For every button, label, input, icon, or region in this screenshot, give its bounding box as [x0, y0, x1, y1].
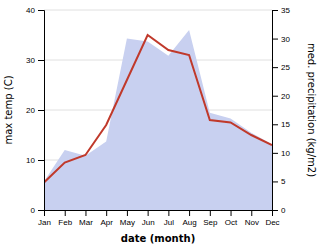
- tick-label: Nov: [245, 218, 259, 227]
- tick: 25: [272, 63, 290, 72]
- tick-label: 10: [281, 149, 290, 158]
- tick: 30: [26, 56, 44, 65]
- tick-mark: [272, 67, 278, 68]
- tick-label: Dec: [265, 218, 279, 227]
- tick-label: Apr: [100, 218, 113, 227]
- tick-mark: [106, 210, 107, 216]
- x-axis-title: date (month): [121, 233, 195, 244]
- tick: Nov: [245, 210, 259, 227]
- tick: Jul: [164, 210, 174, 227]
- axis-line: [45, 211, 273, 217]
- tick-label: Jun: [142, 218, 155, 227]
- tick-mark: [272, 39, 278, 40]
- tick-mark: [272, 96, 278, 97]
- y2-axis: 0 5 10 15 20 25 30 35: [272, 6, 290, 215]
- tick: 35: [272, 6, 290, 15]
- tick-label: 30: [26, 56, 35, 65]
- tick-label: 20: [26, 106, 35, 115]
- tick-mark: [231, 210, 232, 216]
- tick-mark: [38, 210, 44, 211]
- y2-axis-title: med. precipitation (kg/m2): [306, 43, 317, 177]
- tick: 10: [26, 156, 44, 165]
- tick-label: Feb: [58, 218, 72, 227]
- tick-mark: [272, 10, 278, 11]
- tick: Feb: [58, 210, 72, 227]
- tick-label: Sep: [203, 218, 218, 227]
- tick-mark: [38, 110, 44, 111]
- plot: JanFebMarAprMayJunJulAugSepOctNovDec0102…: [26, 6, 290, 227]
- tick: Jun: [142, 210, 155, 227]
- y-axis-title: max temp (C): [3, 75, 14, 144]
- x-axis: Jan Feb Mar Apr May Jun Jul Aug Sep Oct Nov Dec: [38, 210, 280, 227]
- tick: 0: [272, 206, 286, 215]
- tick-mark: [148, 210, 149, 216]
- tick: 20: [272, 92, 290, 101]
- tick-label: 15: [281, 120, 290, 129]
- tick-label: Aug: [182, 218, 196, 227]
- tick-mark: [168, 210, 169, 216]
- tick-label: Jul: [164, 218, 174, 227]
- tick-label: 25: [281, 63, 290, 72]
- tick: Mar: [79, 210, 93, 227]
- tick-mark: [85, 210, 86, 216]
- tick-label: Mar: [79, 218, 93, 227]
- tick: 15: [272, 120, 290, 129]
- tick: Dec: [265, 210, 279, 227]
- chart: JanFebMarAprMayJunJulAugSepOctNovDec0102…: [0, 0, 318, 248]
- tick-mark: [38, 60, 44, 61]
- tick: 20: [26, 106, 44, 115]
- marks: [44, 30, 272, 210]
- tick: Oct: [225, 210, 238, 227]
- tick-label: 20: [281, 92, 290, 101]
- tick-label: 0: [281, 206, 286, 215]
- tick-label: May: [120, 218, 135, 227]
- tick-label: Jan: [38, 218, 51, 227]
- tick: 40: [26, 6, 44, 15]
- tick-mark: [272, 181, 278, 182]
- tick: Apr: [100, 210, 113, 227]
- line: [44, 35, 272, 183]
- tick-label: 0: [31, 206, 36, 215]
- tick-mark: [127, 210, 128, 216]
- tick-label: 40: [26, 6, 35, 15]
- tick-mark: [272, 153, 278, 154]
- tick-label: 30: [281, 35, 290, 44]
- tick: 0: [31, 206, 44, 215]
- tick: Sep: [203, 210, 218, 227]
- tick-label: 5: [281, 177, 286, 186]
- grid-line: [44, 10, 272, 11]
- tick: 30: [272, 35, 290, 44]
- axis-line: [38, 11, 45, 211]
- tick-mark: [272, 124, 278, 125]
- tick-mark: [251, 210, 252, 216]
- tick-mark: [210, 210, 211, 216]
- axis-line: [273, 11, 279, 211]
- tick-mark: [189, 210, 190, 216]
- tick-label: Oct: [225, 218, 238, 227]
- tick: 5: [272, 177, 286, 186]
- y-axis: 0 10 20 30 40: [26, 6, 44, 215]
- tick: Aug: [182, 210, 196, 227]
- grid: [44, 10, 272, 210]
- tick-mark: [38, 10, 44, 11]
- tick: May: [120, 210, 135, 227]
- tick-mark: [272, 210, 278, 211]
- area: [44, 30, 272, 210]
- tick-label: 10: [26, 156, 35, 165]
- tick-label: 35: [281, 6, 290, 15]
- tick: 10: [272, 149, 290, 158]
- tick-mark: [65, 210, 66, 216]
- tick: Jan: [38, 210, 51, 227]
- tick-mark: [38, 160, 44, 161]
